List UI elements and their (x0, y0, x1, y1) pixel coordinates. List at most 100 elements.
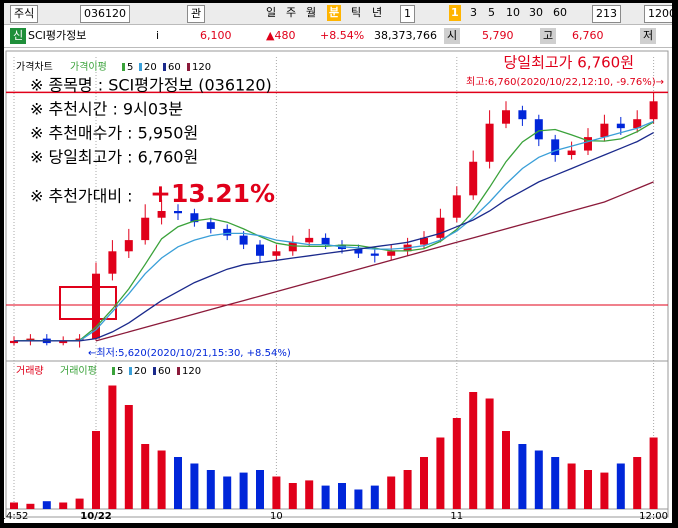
candle-body (387, 251, 396, 256)
toolbar-item: SCI평가정보 (28, 29, 87, 42)
volume-bar (518, 444, 527, 509)
toolbar-item[interactable]: 년 (372, 6, 383, 19)
volume-bar (370, 485, 379, 509)
volume-bar (223, 476, 232, 509)
min-label: ←최저:5,620(2020/10/21,15:30, +8.54%) (88, 347, 291, 359)
toolbar-item[interactable]: 1200 (644, 5, 672, 23)
toolbar-item: 5,790 (482, 29, 514, 42)
volume-bar (420, 457, 428, 509)
toolbar-item[interactable]: 1 (449, 5, 461, 21)
toolbar-item: 6,760 (572, 29, 604, 42)
volume-bar (108, 385, 117, 509)
volume-bar (42, 501, 51, 509)
toolbar-item[interactable]: 주식 (10, 5, 39, 23)
volume-bar (485, 398, 494, 509)
legend-entry: 120 (182, 366, 201, 377)
volume-bar (338, 483, 346, 509)
toolbar-item[interactable]: 1 (400, 5, 415, 23)
toolbar-item[interactable]: 30 (529, 6, 543, 19)
candle-body (108, 251, 117, 274)
toolbar-item: 고 (540, 28, 557, 44)
volume-bar (452, 418, 461, 509)
volume-bar (387, 476, 396, 509)
toolbar-item[interactable]: 036120 (80, 5, 130, 23)
max-label: 최고:6,760(2020/10/22,12:10, -9.76%)→ (466, 76, 664, 88)
volume-bar (92, 431, 100, 509)
volume-bar (190, 463, 199, 509)
toolbar-item[interactable]: 213 (592, 5, 621, 23)
x-tick-label: 11 (450, 511, 463, 522)
candle-body (174, 211, 182, 214)
volume-bar (567, 463, 576, 509)
candle-body (223, 228, 232, 236)
candle-body (157, 211, 166, 218)
volume-bar (321, 485, 330, 509)
toolbar-item[interactable]: 틱 (351, 6, 362, 19)
volume-bar (124, 405, 133, 509)
candle-body (92, 273, 100, 339)
toolbar-item[interactable]: 관 (187, 5, 206, 23)
legend-title: 가격이평 (70, 60, 107, 73)
volume-bar (436, 437, 445, 509)
candle-body (436, 217, 445, 238)
volume-bar (502, 431, 510, 509)
toolbar-item[interactable]: 5 (488, 6, 495, 19)
highlight-box (59, 286, 117, 320)
toolbar-item[interactable]: 분 (327, 5, 342, 21)
candle-body (551, 139, 560, 156)
toolbar: 주식036120관일주월분틱년11351030602131200 (4, 3, 672, 25)
toolbar-item: ▲480 (266, 29, 296, 42)
legend-swatch (122, 63, 125, 71)
toolbar-item[interactable]: 월 (306, 6, 317, 19)
moving-average (14, 132, 654, 342)
candle-body (469, 161, 478, 196)
moving-average (95, 181, 654, 342)
candle-body (321, 237, 330, 245)
volume-bar (551, 457, 560, 509)
volume-bar (288, 483, 297, 509)
volume-bar (584, 470, 592, 509)
candle-body (600, 123, 609, 138)
candle-body (190, 213, 199, 223)
candle-body (272, 251, 281, 256)
candle-body (518, 110, 527, 120)
toolbar-item[interactable]: 10 (506, 6, 520, 19)
volume-bar (239, 472, 248, 509)
toolbar-item[interactable]: 3 (470, 6, 477, 19)
volume-bar (256, 470, 264, 509)
toolbar-item: +8.54% (320, 29, 365, 42)
x-tick-label: 10/22 (80, 511, 112, 522)
volume-bar (206, 470, 215, 509)
x-tick-label: 10 (270, 511, 283, 522)
volume-bar (305, 480, 314, 509)
toolbar-item[interactable]: 60 (553, 6, 567, 19)
moving-average (14, 120, 654, 342)
legend-swatch (177, 367, 180, 375)
annotation: ※ 당일최고가 : 6,760원 (30, 148, 198, 167)
x-tick-label: 14:52 (4, 511, 28, 522)
candle-body (584, 137, 592, 151)
toolbar-item[interactable]: 주 (286, 6, 297, 19)
day-high-label: 당일최고가 6,760원 (503, 54, 634, 72)
volume-bar (469, 392, 478, 509)
legend-entry: 20 (144, 62, 157, 73)
candle-body (633, 119, 642, 129)
candle-body (452, 195, 461, 218)
candle-body (485, 123, 494, 162)
volume-bar (633, 457, 642, 509)
candle-body (256, 244, 264, 256)
toolbar-item[interactable]: 일 (266, 6, 277, 19)
volume-bar (649, 437, 658, 509)
chart-frame (5, 50, 669, 518)
toolbar-item: 신 (10, 28, 27, 44)
annotation: ※ 추천가대비 : (30, 187, 133, 206)
legend-entry: 5 (117, 366, 123, 377)
legend-entry: 120 (192, 62, 211, 73)
legend-swatch (153, 367, 156, 375)
volume-bar (616, 463, 625, 509)
candle-body (420, 237, 428, 245)
candle-body (616, 123, 625, 129)
legend-title: 가격차트 (16, 60, 53, 73)
candle-body (206, 222, 215, 229)
volume-bar (272, 476, 281, 509)
